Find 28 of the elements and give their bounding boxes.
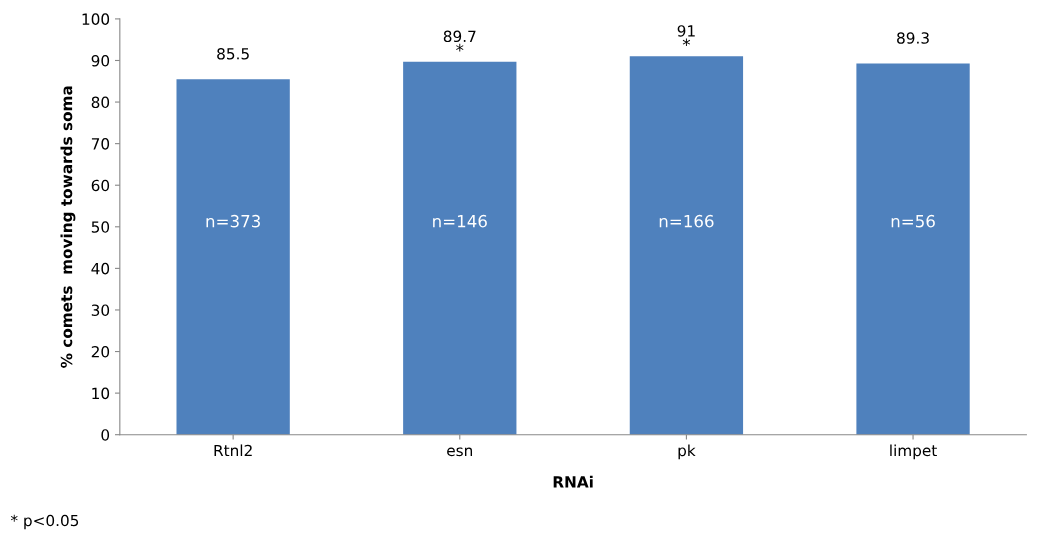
x-tick-label: pk (678, 444, 696, 460)
y-axis-title: % comets moving towards soma (60, 86, 76, 368)
y-tick-label: 80 (91, 96, 110, 109)
y-tick-label: 40 (91, 262, 110, 275)
y-tick-label: 100 (82, 13, 110, 25)
y-tick-label: 90 (91, 54, 110, 67)
text: * p<0.05 (10, 514, 79, 530)
annotation: n=373 (206, 214, 260, 228)
data-label: 89.7 (443, 30, 476, 43)
annotation: n=166 (659, 214, 714, 228)
x-tick-label: limpet (890, 444, 937, 460)
y-tick-label: 10 (92, 387, 110, 400)
y-tick-label: 20 (91, 346, 110, 358)
x-axis-title: RNAi (553, 475, 593, 488)
x-tick-label: esn (447, 447, 473, 457)
data-label: 85.5 (217, 48, 249, 60)
data-label: 89.3 (897, 32, 929, 44)
y-tick-label: 30 (91, 304, 110, 316)
annotation: * (456, 43, 464, 52)
y-tick-label: 50 (91, 221, 110, 233)
data-label: 91 (677, 25, 695, 37)
y-tick-label: 70 (91, 138, 110, 150)
x-tick-label: Rtnl2 (214, 444, 252, 457)
annotation: * (682, 38, 691, 47)
y-tick-label: 60 (91, 179, 110, 192)
annotation: n=146 (433, 214, 487, 228)
y-tick-label: 0 (101, 429, 110, 441)
annotation: n=56 (891, 214, 935, 228)
